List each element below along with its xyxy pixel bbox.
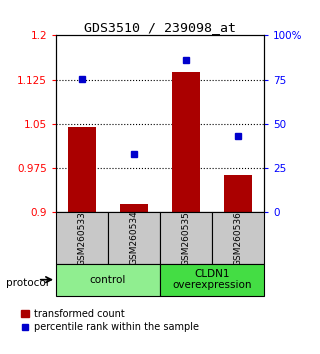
Text: GSM260534: GSM260534 <box>130 211 139 266</box>
Legend: transformed count, percentile rank within the sample: transformed count, percentile rank withi… <box>21 309 198 332</box>
Bar <box>160 264 264 296</box>
Bar <box>56 212 108 264</box>
Bar <box>108 212 160 264</box>
Text: GSM260536: GSM260536 <box>234 211 243 266</box>
Text: GSM260535: GSM260535 <box>181 211 190 266</box>
Bar <box>68 127 96 212</box>
Bar <box>120 204 148 212</box>
Bar <box>160 212 212 264</box>
Bar <box>224 175 252 212</box>
Bar <box>56 264 160 296</box>
Text: protocol: protocol <box>6 278 49 288</box>
Title: GDS3510 / 239098_at: GDS3510 / 239098_at <box>84 21 236 34</box>
Bar <box>172 72 200 212</box>
Text: GSM260533: GSM260533 <box>77 211 86 266</box>
Bar <box>212 212 264 264</box>
Text: CLDN1
overexpression: CLDN1 overexpression <box>172 269 252 291</box>
Text: control: control <box>90 275 126 285</box>
